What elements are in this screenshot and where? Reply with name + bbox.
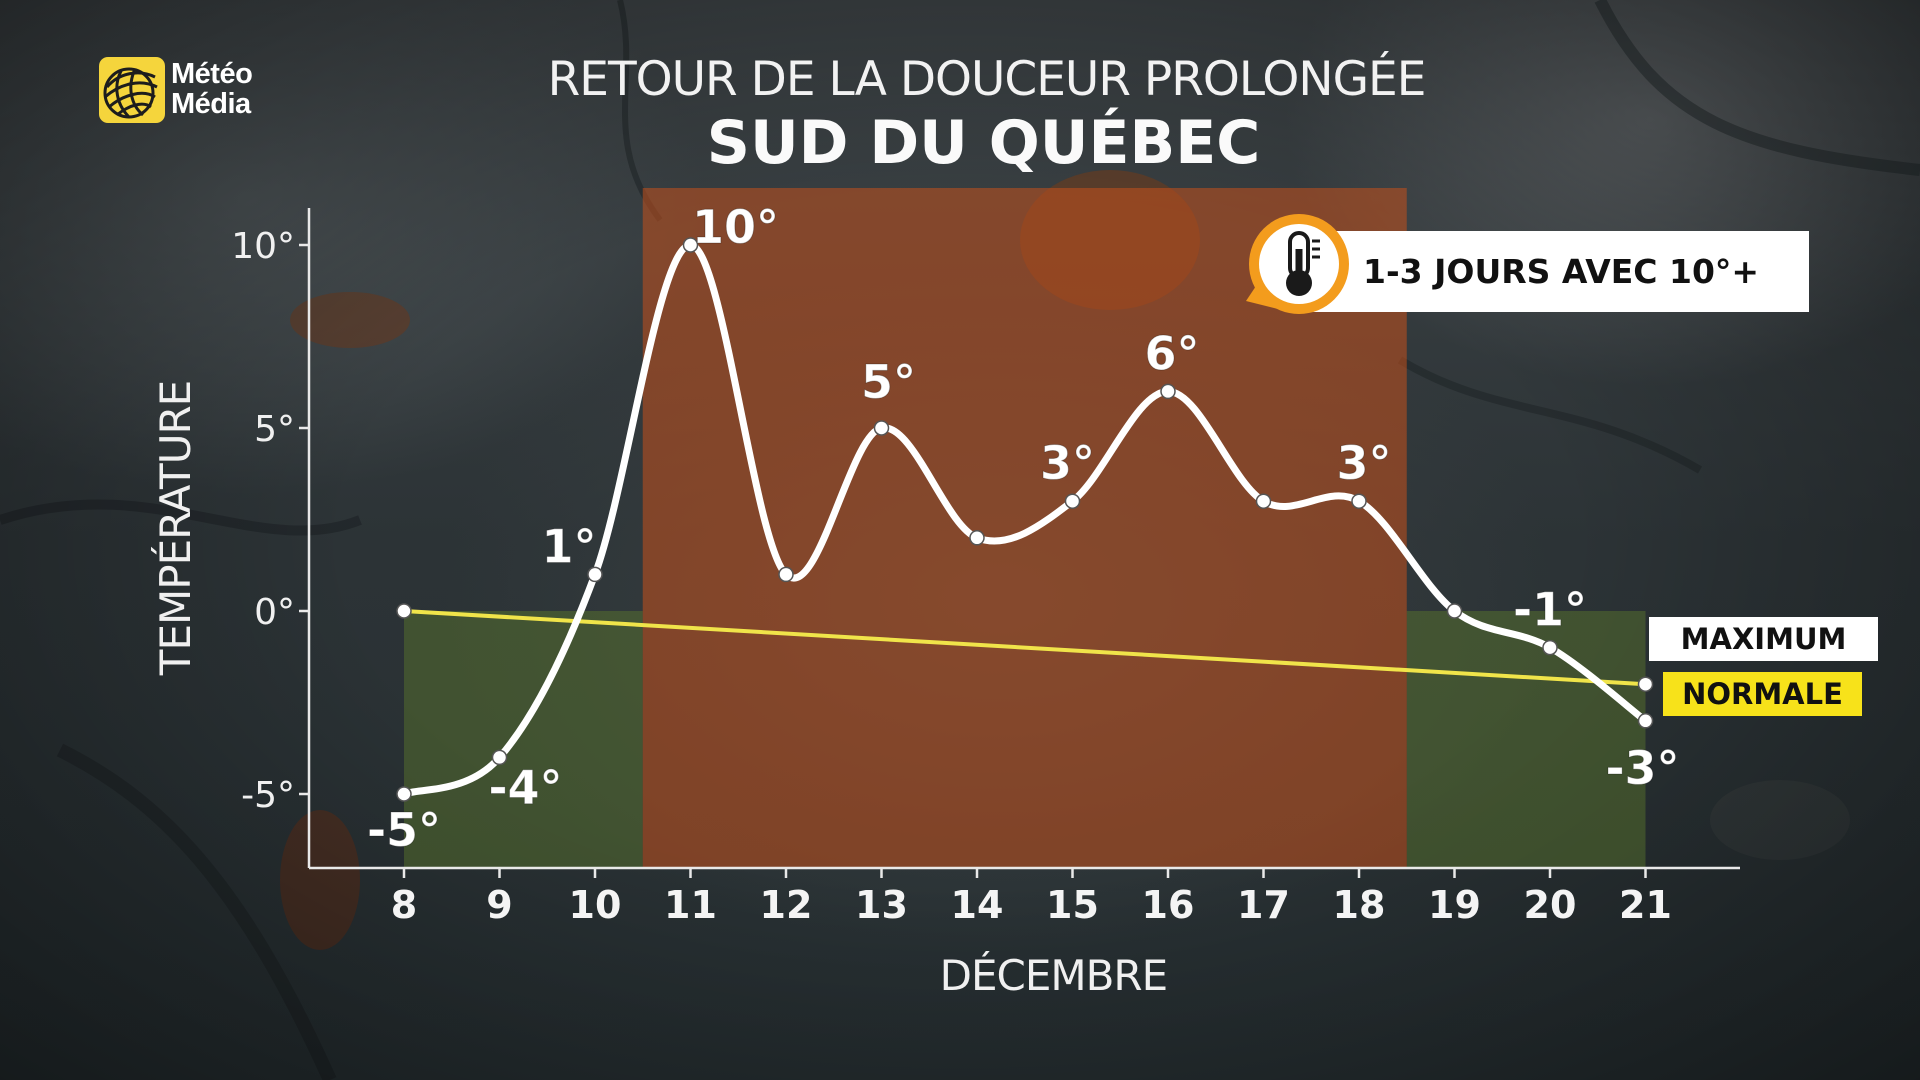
maximum-point xyxy=(1351,493,1367,509)
normal-band-right xyxy=(1406,611,1646,868)
maximum-point xyxy=(1446,603,1463,619)
maximum-point xyxy=(778,566,794,583)
maximum-point xyxy=(396,786,412,802)
brand-line-2: Média xyxy=(171,88,251,120)
brand-line-1: Météo xyxy=(171,58,253,90)
y-axis-label: TEMPÉRATURE xyxy=(150,381,200,676)
maximum-point xyxy=(1637,713,1654,729)
x-tick-label: 12 xyxy=(760,883,813,927)
chart-subtitle: SUD DU QUÉBEC xyxy=(706,108,1261,178)
meteomedia-logo: Météo Média xyxy=(99,57,273,127)
maximum-point xyxy=(873,420,890,436)
y-tick-label: 0° xyxy=(254,592,295,633)
maximum-point xyxy=(682,237,699,253)
x-tick-label: 14 xyxy=(951,883,1004,927)
x-tick-label: 11 xyxy=(664,883,717,927)
maximum-data-label: -5° xyxy=(367,803,441,857)
x-tick-label: 18 xyxy=(1333,883,1386,927)
y-tick-label: 10° xyxy=(231,226,295,267)
x-tick-label: 16 xyxy=(1142,883,1195,927)
x-tick-label: 21 xyxy=(1619,883,1672,927)
chart-title: RETOUR DE LA DOUCEUR PROLONGÉE xyxy=(547,52,1427,107)
maximum-data-label: 3° xyxy=(1040,436,1095,490)
maximum-data-label: -1° xyxy=(1513,583,1587,637)
thermometer-icon xyxy=(1246,211,1352,329)
maximum-data-label: 6° xyxy=(1144,326,1199,380)
x-tick-label: 8 xyxy=(391,883,417,927)
maximum-point xyxy=(587,566,603,583)
globe-icon xyxy=(99,57,165,123)
x-tick-label: 9 xyxy=(486,883,512,927)
maximum-data-label: 5° xyxy=(861,355,916,409)
legend-normale: NORMALE xyxy=(1663,672,1862,716)
maximum-series-line xyxy=(400,241,1649,798)
maximum-point xyxy=(491,749,508,766)
maximum-point xyxy=(969,530,985,546)
x-tick-label: 13 xyxy=(855,883,908,927)
x-tick-label: 19 xyxy=(1428,883,1481,927)
normale-point xyxy=(396,603,412,619)
maximum-point xyxy=(1064,493,1081,509)
maximum-point xyxy=(1160,383,1176,400)
warm-days-badge-text: 1-3 JOURS AVEC 10°+ xyxy=(1363,252,1760,291)
x-axis-label: DÉCEMBRE xyxy=(940,950,1168,1000)
warm-days-badge: 1-3 JOURS AVEC 10°+ xyxy=(1311,231,1809,312)
maximum-data-label: 10° xyxy=(692,200,779,254)
maximum-data-label: -3° xyxy=(1605,741,1679,795)
maximum-data-label: -4° xyxy=(488,760,562,814)
x-tick-label: 10 xyxy=(569,883,622,927)
y-tick-label: 5° xyxy=(254,409,295,450)
maximum-point xyxy=(1255,493,1272,509)
maximum-point xyxy=(1542,639,1558,656)
legend-maximum: MAXIMUM xyxy=(1649,617,1878,661)
normale-point xyxy=(1637,676,1654,692)
x-tick-label: 17 xyxy=(1237,883,1290,927)
x-tick-label: 20 xyxy=(1524,883,1577,927)
normal-band-left xyxy=(404,611,643,868)
y-tick-label: -5° xyxy=(241,775,295,816)
normale-series-line xyxy=(403,609,1646,687)
maximum-data-label: 3° xyxy=(1336,436,1391,490)
x-tick-label: 15 xyxy=(1046,883,1099,927)
maximum-data-label: 1° xyxy=(541,519,596,573)
brand-name: Météo Média xyxy=(171,58,253,120)
